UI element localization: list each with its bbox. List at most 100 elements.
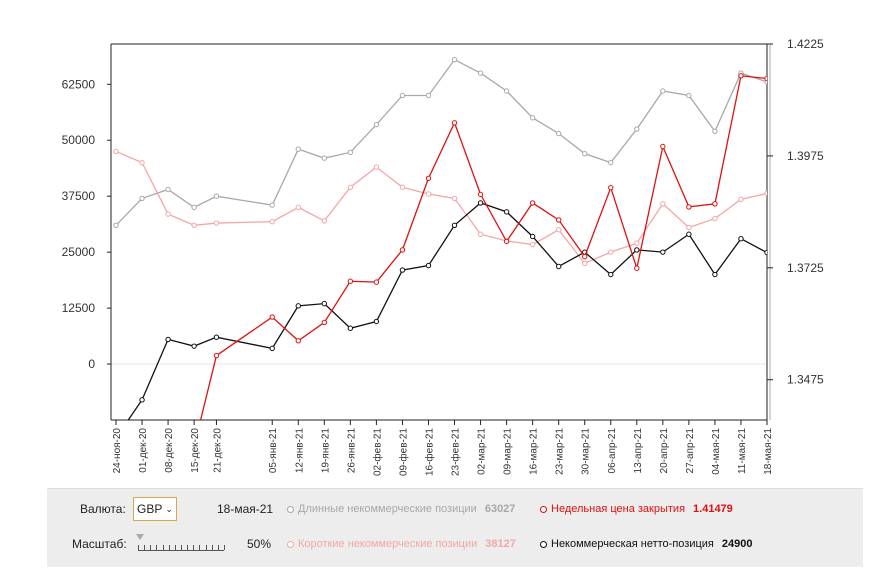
series-point-3 [503,238,510,245]
series-point-3 [634,265,640,271]
series-point-2 [529,233,536,240]
scale-value: 50% [247,537,272,551]
series-point-2 [373,318,380,325]
series-point-3 [712,201,718,207]
series-point-2 [608,271,614,278]
slider-thumb-icon[interactable] [136,534,144,540]
series-point-2 [165,336,171,343]
legend-short-label: Короткие некоммерческие позиции [298,538,478,550]
series-point-3 [451,120,458,126]
series-point-0 [451,56,458,63]
slider-tick [199,545,201,550]
legend-price: Недельная цена закрытия 1.41479 [540,503,733,515]
series-point-0 [477,70,484,76]
series-point-0 [503,88,510,94]
series-point-1 [529,241,536,248]
scale-slider[interactable] [136,534,225,551]
legend-net: Некоммерческая нетто-позиция 24900 [540,538,752,550]
x-tick-label: 06-апр-21 [607,428,618,474]
series-point-0 [373,121,380,128]
legend-short: Короткие некоммерческие позиции 38127 [287,538,516,550]
series-point-3 [660,143,666,150]
x-tick-label: 16-мар-21 [529,428,540,475]
y-tick-label-left: 0 [88,357,95,371]
x-tick-label: 23-мар-21 [555,428,566,475]
slider-tick [156,545,158,550]
series-point-1 [738,196,744,203]
series-point-3 [213,352,220,359]
series-point-0 [555,130,562,137]
series-point-1 [399,184,406,190]
y-tick-label-left: 50000 [62,133,96,147]
series-point-0 [191,204,197,211]
y-tick-label-left: 62500 [62,77,96,91]
series-point-3 [399,247,406,253]
slider-tick [181,545,182,550]
axes [107,43,773,425]
series-point-1 [425,191,432,197]
series-point-1 [373,164,380,170]
x-tick-label: 01-дек-20 [138,428,149,473]
chevron-down-icon: ⌄ [165,503,173,514]
series-point-1 [608,249,614,255]
series-point-3 [738,73,744,79]
series-point-0 [165,186,171,193]
x-tick-label: 23-фев-21 [450,428,462,476]
legend-short-value: 38127 [485,538,516,550]
series-point-2 [425,262,432,269]
x-tick-label: 30-мар-21 [581,428,592,475]
series-line-2 [127,202,767,420]
slider-tick [217,545,219,550]
series-point-2 [139,397,145,403]
currency-select[interactable]: GBP ⌄ [133,497,177,521]
series-point-3 [295,338,301,344]
series-point-3 [608,184,614,191]
series-point-0 [213,193,220,199]
x-tick-label: 02-фев-21 [371,428,383,476]
slider-tick [138,545,139,550]
slider-tick [205,545,207,550]
series-point-2 [634,247,640,253]
x-tick-label: 18-мая-21 [763,428,774,475]
series-point-0 [608,159,614,166]
y-tick-label-right: 1.3725 [787,261,824,275]
series-point-1 [660,201,666,207]
series-point-3 [269,314,275,320]
currency-value: GBP [137,502,163,516]
series-line-3 [199,75,767,420]
series-point-1 [347,184,354,190]
series-point-1 [634,240,640,246]
series-point-3 [582,253,588,260]
series-point-1 [139,159,145,166]
series-point-0 [582,150,588,157]
x-tick-label: 05-янв-21 [268,428,279,474]
series-point-2 [399,267,406,273]
slider-tick [193,545,195,550]
series-point-0 [113,222,119,228]
y-tick-label-right: 1.3475 [787,373,824,387]
series-point-2 [451,222,458,228]
series-point-0 [347,149,354,156]
series-point-0 [425,92,432,99]
x-tick-label: 26-янв-21 [346,428,357,474]
series-point-2 [321,300,328,307]
series-point-2 [269,345,275,352]
series-point-0 [686,92,692,99]
slider-tick [211,545,213,550]
series-point-2 [686,231,692,237]
series-point-2 [295,303,301,309]
legend-net-label: Некоммерческая нетто-позиция [551,538,714,550]
x-tick-label: 12-янв-21 [294,428,305,474]
series-point-1 [477,231,484,237]
x-tick-label: 21-дек-20 [212,428,223,473]
series-point-1 [764,190,767,197]
scale-label: Масштаб: [72,537,127,551]
slider-tick [187,545,189,550]
series-point-1 [582,260,588,267]
x-tick-label: 11-мая-21 [737,428,748,474]
legend-dot-icon [540,505,547,513]
legend-dot-icon [540,540,547,548]
series-line-0 [115,58,767,226]
legend-net-value: 24900 [721,538,753,550]
series-point-0 [712,128,718,134]
